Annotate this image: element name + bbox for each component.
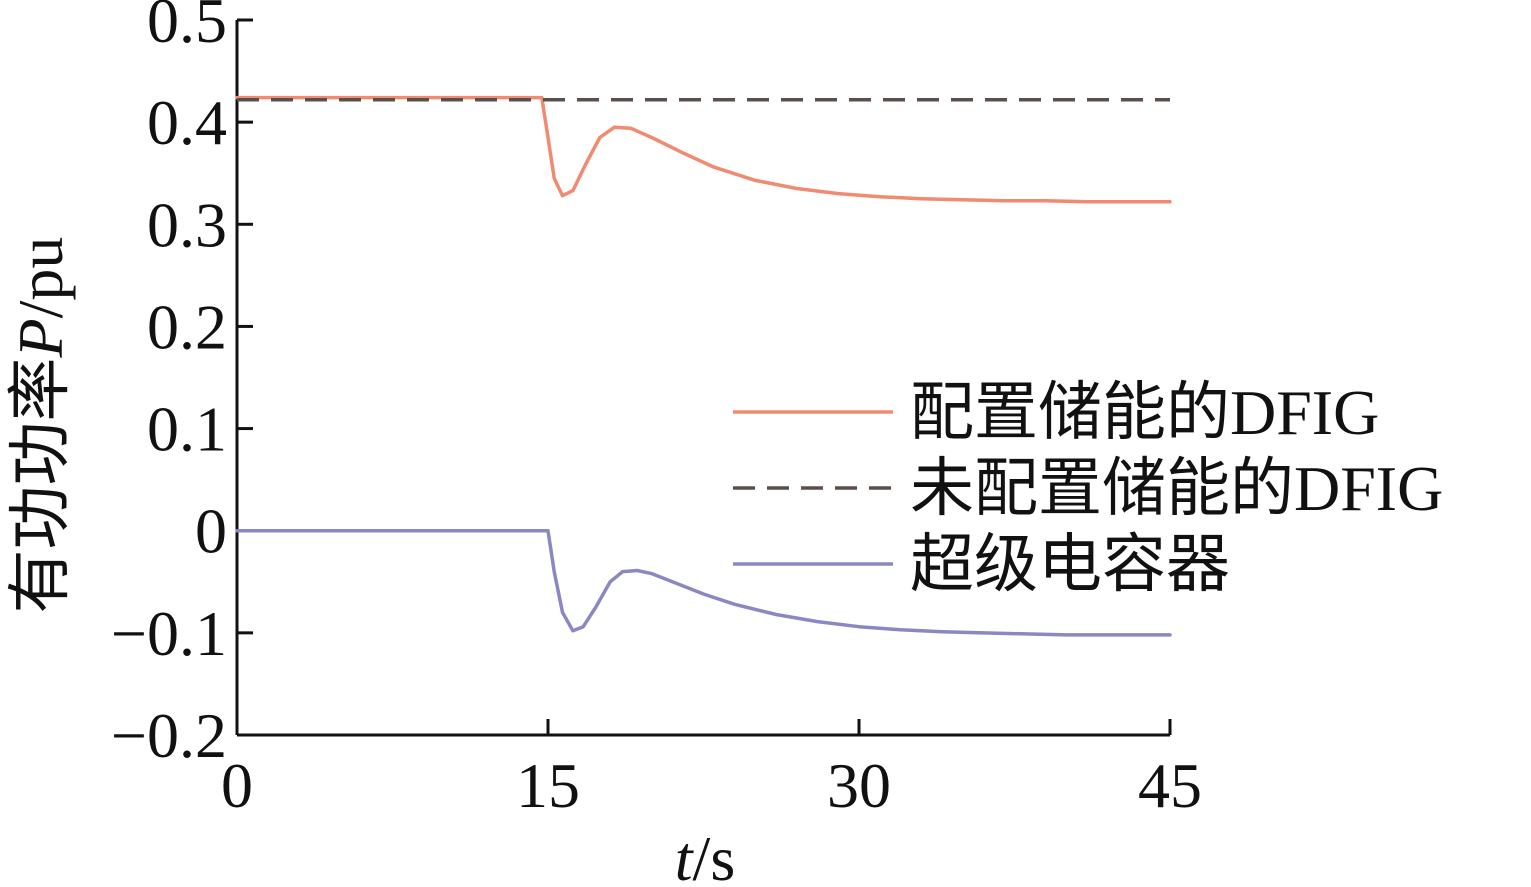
series-layer xyxy=(235,95,1172,637)
y-tick-label: 0 xyxy=(195,496,227,567)
series-line-3 xyxy=(235,528,1172,637)
x-tick-label: 15 xyxy=(516,750,580,821)
series-line-1 xyxy=(235,95,1172,204)
axes: −0.2 −0.1 0 0.1 0.2 0.3 0.4 0.5 0 15 30 45 xyxy=(111,0,1202,821)
legend-label-3: 超级电容器 xyxy=(910,529,1230,600)
y-axis-title-unit: /pu xyxy=(5,237,76,319)
y-tick-label: 0.5 xyxy=(147,0,227,56)
y-tick-label: 0.3 xyxy=(147,189,227,260)
x-axis-title-var: t xyxy=(675,823,695,887)
x-tick-label: 30 xyxy=(827,750,891,821)
y-tick-label: −0.1 xyxy=(111,598,227,669)
y-tick-label: 0.4 xyxy=(147,87,227,158)
y-tick-label: 0.1 xyxy=(147,394,227,465)
legend-label-2: 未配置储能的DFIG xyxy=(910,453,1443,524)
y-axis-title-text: 有功功率 xyxy=(5,357,76,613)
y-axis-title-var: P xyxy=(5,318,76,358)
x-tick-label: 45 xyxy=(1138,750,1202,821)
y-tick-label: 0.2 xyxy=(147,291,227,362)
y-axis-title: 有功功率P/pu xyxy=(5,237,76,614)
legend-label-1: 配置储能的DFIG xyxy=(910,377,1379,448)
x-axis-title: t/s xyxy=(675,823,735,887)
x-tick-label: 0 xyxy=(221,750,253,821)
y-tick-label: −0.2 xyxy=(111,700,227,771)
x-axis-title-unit: /s xyxy=(693,823,736,887)
